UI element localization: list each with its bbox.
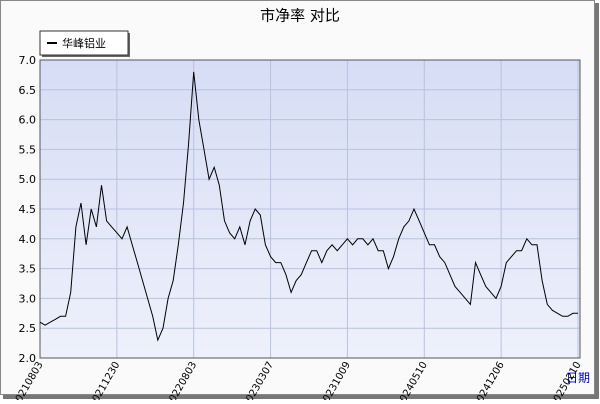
y-tick-label: 2.0	[19, 352, 37, 365]
y-tick-label: 5.5	[19, 143, 37, 156]
y-tick-label: 4.5	[19, 203, 37, 216]
plot-border	[39, 59, 581, 359]
chart-title: 市净率 对比	[260, 7, 340, 25]
line-series	[39, 71, 578, 342]
y-tick-label: 6.0	[19, 114, 37, 127]
y-tick-label: 4.0	[19, 233, 37, 246]
y-tick-label: 6.5	[19, 84, 37, 97]
y-tick-label: 3.5	[19, 263, 37, 276]
x-axis-label: 日期	[566, 371, 590, 385]
y-tick-label: 5.0	[19, 173, 37, 186]
y-tick-label: 3.0	[19, 292, 37, 305]
legend-label: 华峰铝业	[62, 36, 106, 50]
y-tick-label: 7.0	[19, 54, 37, 67]
y-tick-label: 2.5	[19, 322, 37, 335]
